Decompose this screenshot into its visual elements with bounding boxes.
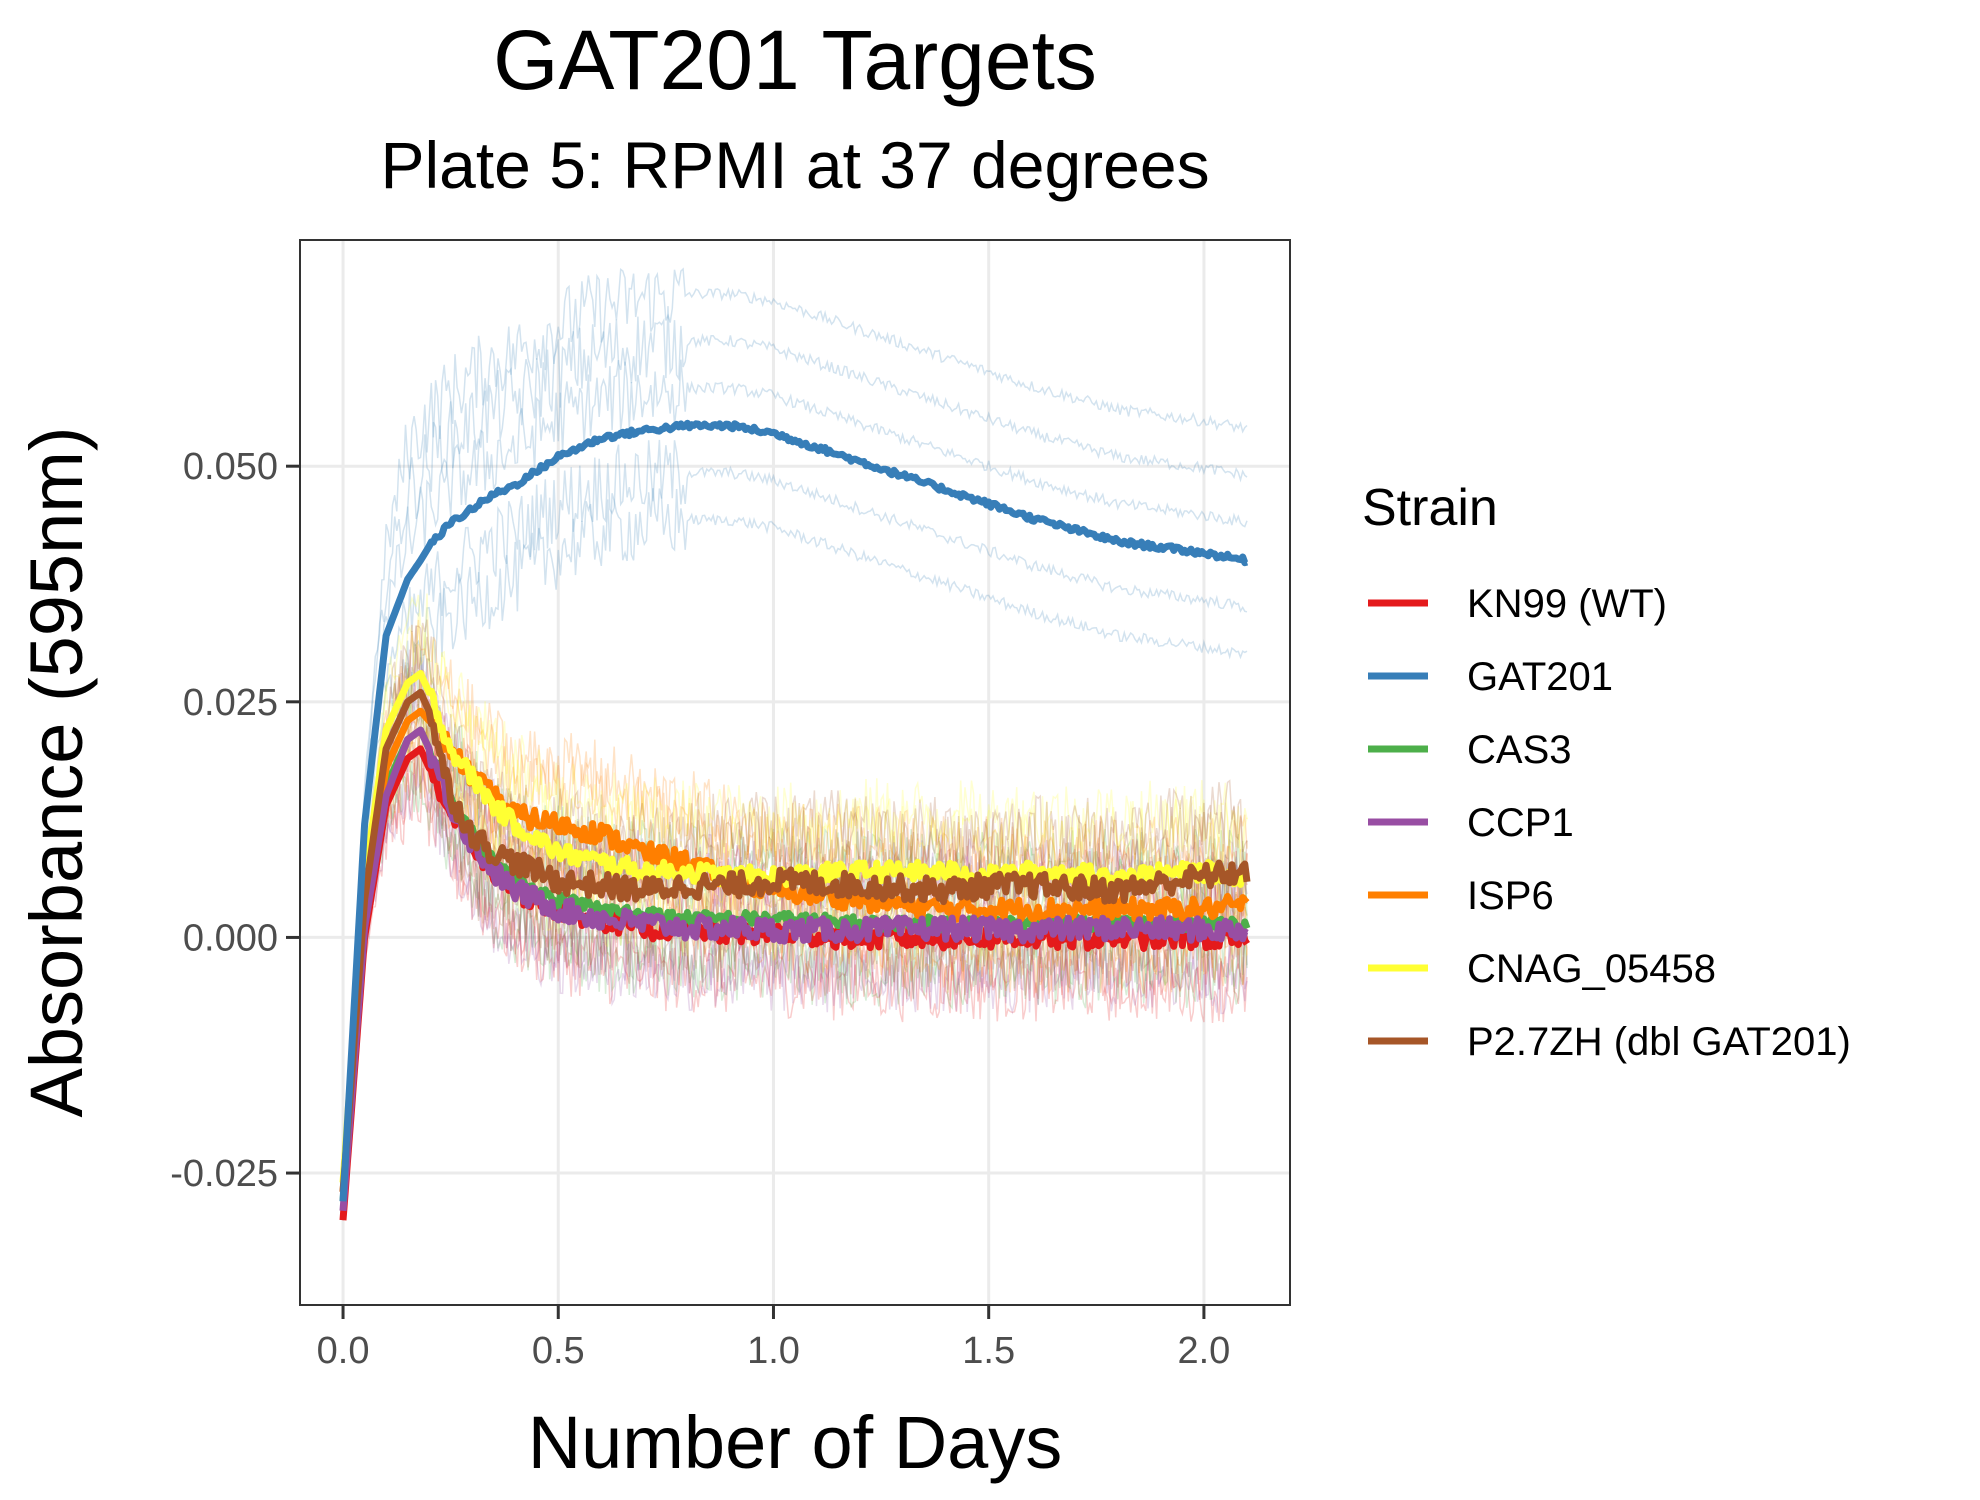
replicate-trace-5-2	[342, 593, 1248, 1183]
x-tick-label-4: 2.0	[1177, 1330, 1230, 1372]
replicate-trace-5-0	[342, 613, 1248, 1183]
legend-item-5: CNAG_05458	[1368, 947, 1716, 991]
legend-item-0: KN99 (WT)	[1368, 582, 1667, 626]
legend-label-4: ISP6	[1467, 874, 1554, 918]
replicate-trace-1-0	[342, 267, 1248, 1202]
legend-label-1: GAT201	[1467, 655, 1613, 699]
y-tick-label-1: 0.000	[183, 917, 278, 959]
chart-title: GAT201 Targets	[493, 13, 1097, 107]
legend: Strain KN99 (WT) GAT201 CAS3 CCP1 ISP6 CNAG_0…	[1362, 479, 1851, 1064]
replicate-trace-1-1	[342, 306, 1248, 1202]
y-tick-label-3: 0.050	[183, 446, 278, 488]
replicate-trace-0-1	[342, 747, 1248, 1221]
y-axis-title: Absorbance (595nm)	[15, 426, 98, 1117]
y-tick-label-0: -0.025	[170, 1153, 278, 1195]
replicate-trace-1-4	[342, 488, 1248, 1202]
replicate-trace-1-3	[342, 439, 1248, 1202]
legend-label-3: CCP1	[1467, 801, 1574, 845]
legend-label-2: CAS3	[1467, 728, 1572, 772]
legend-item-1: GAT201	[1368, 655, 1613, 699]
series-lines	[339, 419, 1251, 1221]
legend-item-4: ISP6	[1368, 874, 1554, 918]
plot-panel-border	[299, 239, 1291, 1306]
series-line-ccp1	[339, 726, 1249, 1212]
series-line-gat201	[339, 419, 1249, 1202]
x-tick-label-2: 1.0	[747, 1330, 800, 1372]
legend-item-3: CCP1	[1368, 801, 1574, 845]
y-axis-ticks: -0.025 0.000 0.025 0.050	[170, 446, 300, 1195]
replicate-trace-4-0	[342, 644, 1248, 1192]
legend-item-6: P2.7ZH (dbl GAT201)	[1368, 1020, 1851, 1064]
replicate-trace-0-3	[342, 767, 1248, 1221]
x-axis-title: Number of Days	[528, 1401, 1063, 1484]
x-axis-ticks: 0.0 0.5 1.0 1.5 2.0	[317, 1305, 1230, 1372]
legend-title: Strain	[1362, 479, 1498, 537]
legend-label-0: KN99 (WT)	[1467, 582, 1667, 626]
replicate-trace-2-3	[342, 761, 1248, 1202]
legend-item-2: CAS3	[1368, 728, 1572, 772]
legend-label-6: P2.7ZH (dbl GAT201)	[1467, 1020, 1851, 1064]
x-tick-label-0: 0.0	[317, 1330, 370, 1372]
x-tick-label-1: 0.5	[532, 1330, 585, 1372]
legend-label-5: CNAG_05458	[1467, 947, 1716, 991]
x-tick-label-3: 1.5	[962, 1330, 1015, 1372]
series-line-p2-7zh-dbl-gat201	[339, 688, 1251, 1193]
replicate-traces	[342, 267, 1248, 1221]
replicate-trace-3-3	[342, 748, 1248, 1211]
y-tick-label-2: 0.025	[183, 682, 278, 724]
replicate-trace-1-2	[342, 359, 1248, 1202]
replicate-trace-3-1	[342, 732, 1248, 1211]
replicate-trace-2-0	[342, 668, 1248, 1202]
chart-subtitle: Plate 5: RPMI at 37 degrees	[380, 128, 1210, 202]
